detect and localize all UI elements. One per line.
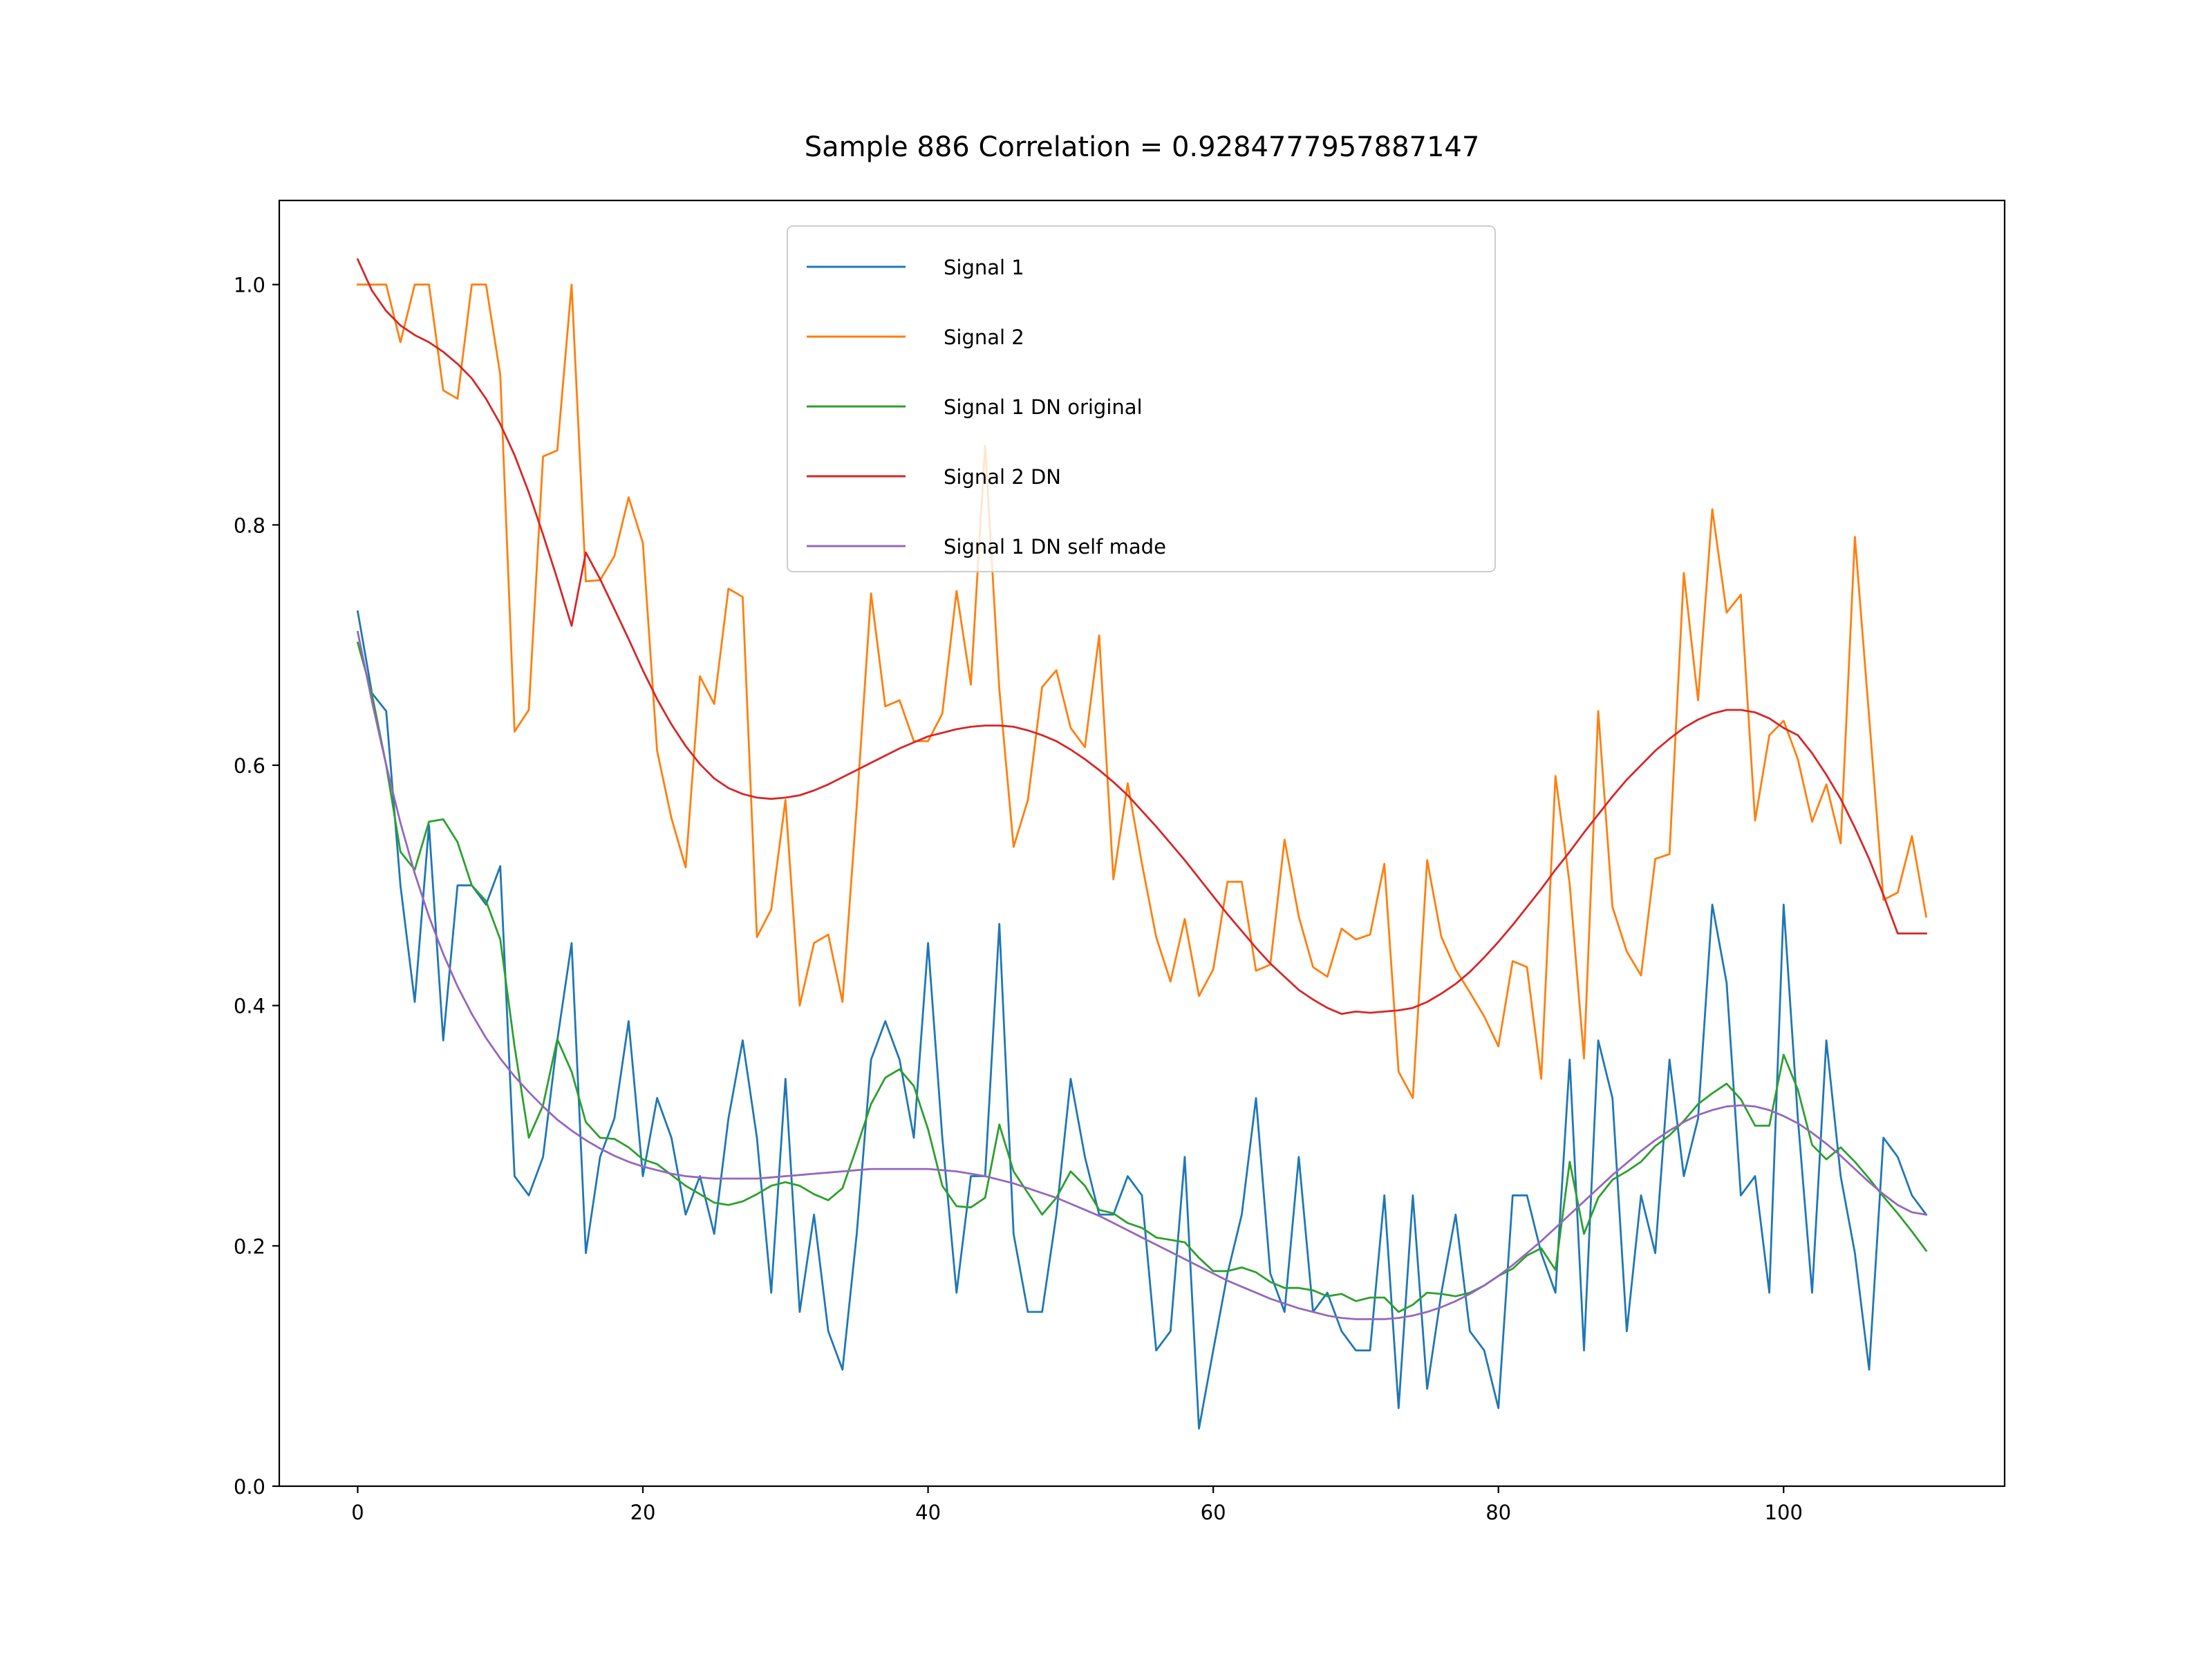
x-tick-label: 0	[351, 1501, 364, 1524]
legend-items: Signal 1 Signal 2 Signal 1 DN original Sign…	[807, 256, 1166, 559]
legend-label-signal-2-dn: Signal 2 DN	[944, 465, 1061, 489]
y-tick-label: 0.4	[234, 995, 265, 1018]
legend-label-signal-1-dn-original: Signal 1 DN original	[944, 395, 1143, 419]
legend-label-signal-1-dn-self-made: Signal 1 DN self made	[944, 535, 1166, 559]
chart-title: Sample 886 Correlation = 0.9284777957887…	[805, 131, 1480, 163]
legend-label-signal-2: Signal 2	[944, 326, 1024, 349]
legend-label-signal-1: Signal 1	[944, 256, 1024, 279]
legend: Signal 1 Signal 2 Signal 1 DN original Sign…	[787, 225, 1496, 572]
x-tick-label: 80	[1485, 1501, 1511, 1524]
x-axis: 0 20 40 60 80 100	[351, 1486, 1803, 1524]
y-axis: 0.0 0.2 0.4 0.6 0.8 1.0	[234, 274, 279, 1499]
series-line-signal-2-dn	[356, 258, 1927, 1015]
x-tick-label: 100	[1765, 1501, 1803, 1524]
series-line-signal-2	[357, 283, 1928, 1099]
x-tick-label: 20	[630, 1501, 656, 1524]
y-tick-label: 0.6	[234, 754, 265, 778]
series-line-signal-1-dn-self-made	[356, 630, 1928, 1320]
axes-frame	[278, 199, 2006, 1488]
series-line-signal-1	[356, 610, 1928, 1430]
x-tick-label: 60	[1201, 1501, 1226, 1524]
y-tick-label: 1.0	[234, 274, 265, 297]
y-tick-label: 0.8	[234, 514, 265, 537]
legend-box	[787, 225, 1496, 572]
x-tick-label: 40	[915, 1501, 941, 1524]
series-line-signal-1-dn-original	[356, 641, 1928, 1313]
series-group	[356, 258, 1928, 1430]
y-tick-label: 0.2	[234, 1235, 265, 1258]
y-tick-label: 0.0	[234, 1475, 265, 1499]
